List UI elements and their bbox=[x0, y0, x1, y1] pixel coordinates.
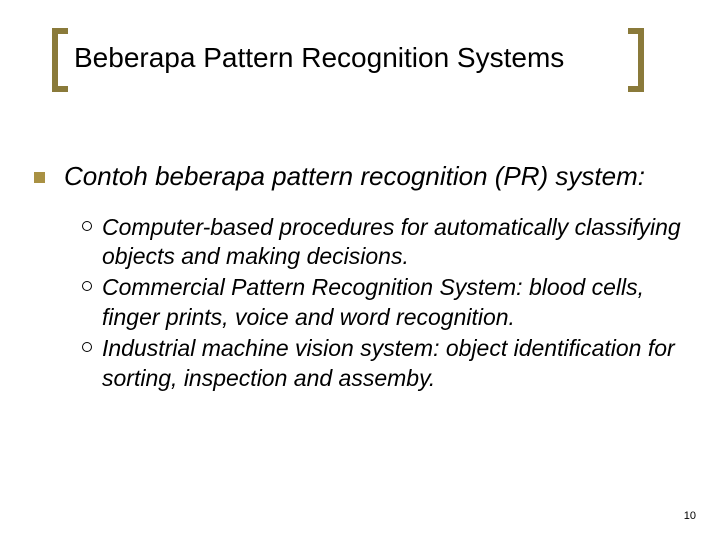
slide-title: Beberapa Pattern Recognition Systems bbox=[74, 42, 564, 74]
level2-text: Industrial machine vision system: object… bbox=[102, 335, 675, 390]
circle-bullet-icon bbox=[82, 221, 92, 231]
page-number: 10 bbox=[684, 510, 696, 522]
title-bracket-right bbox=[628, 28, 644, 92]
level2-list: Computer-based procedures for automatica… bbox=[34, 213, 700, 394]
level1-text: Contoh beberapa pattern recognition (PR)… bbox=[64, 161, 645, 191]
title-bracket-left bbox=[52, 28, 68, 92]
slide: Beberapa Pattern Recognition Systems Con… bbox=[0, 0, 720, 540]
bullet-level1: Contoh beberapa pattern recognition (PR)… bbox=[34, 160, 700, 193]
slide-body: Contoh beberapa pattern recognition (PR)… bbox=[34, 160, 700, 395]
level2-text: Computer-based procedures for automatica… bbox=[102, 214, 681, 269]
bullet-level2: Computer-based procedures for automatica… bbox=[82, 213, 700, 272]
circle-bullet-icon bbox=[82, 281, 92, 291]
square-bullet-icon bbox=[34, 172, 45, 183]
bullet-level2: Industrial machine vision system: object… bbox=[82, 334, 700, 393]
bullet-level2: Commercial Pattern Recognition System: b… bbox=[82, 273, 700, 332]
level2-text: Commercial Pattern Recognition System: b… bbox=[102, 274, 644, 329]
circle-bullet-icon bbox=[82, 342, 92, 352]
